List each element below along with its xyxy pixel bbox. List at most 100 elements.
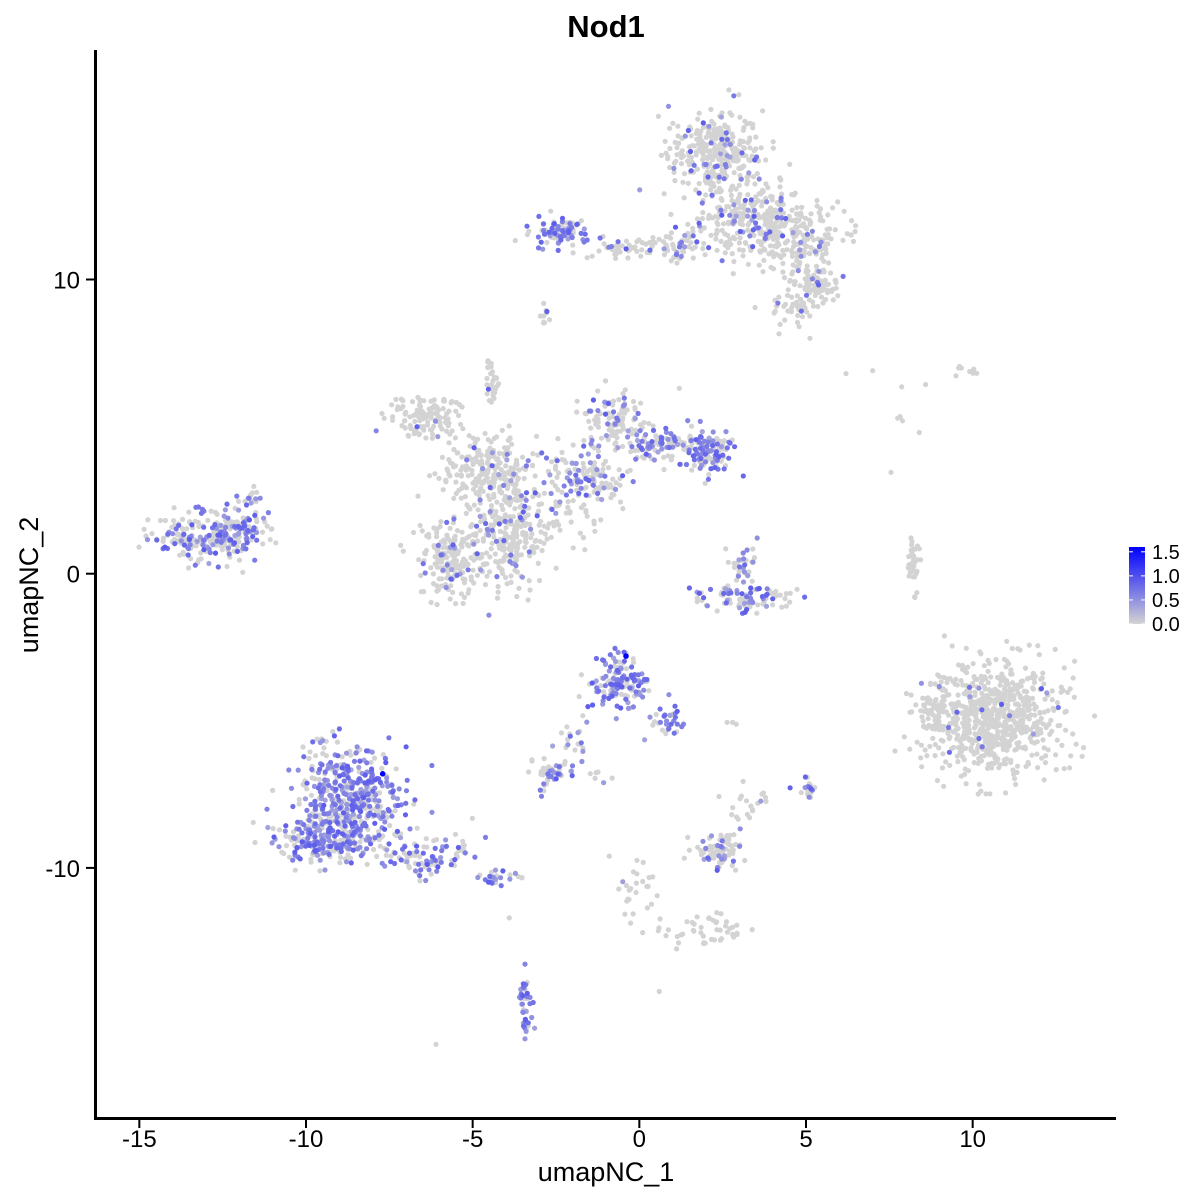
cell-point xyxy=(733,577,740,583)
cell-point xyxy=(469,815,475,821)
cell-point xyxy=(292,867,298,873)
cell-point xyxy=(484,475,490,481)
cell-point xyxy=(1026,642,1032,648)
cell-point xyxy=(201,547,207,553)
cell-point xyxy=(585,451,591,457)
cell-point xyxy=(355,826,361,832)
cell-point xyxy=(548,534,554,540)
cell-point xyxy=(486,480,492,486)
cell-point xyxy=(435,434,441,440)
cell-point xyxy=(735,573,742,579)
cell-point xyxy=(955,732,961,738)
cell-point xyxy=(903,690,910,697)
cell-point xyxy=(349,832,356,838)
cell-point xyxy=(1044,690,1050,696)
cell-point xyxy=(756,585,762,592)
cell-point xyxy=(736,557,742,563)
cell-point xyxy=(443,837,449,843)
cell-point xyxy=(612,421,618,427)
cell-point xyxy=(940,751,946,757)
cell-point xyxy=(145,517,151,523)
cell-point xyxy=(998,701,1005,708)
cell-point xyxy=(721,590,727,597)
cell-point xyxy=(731,832,737,838)
cell-point xyxy=(818,287,824,293)
cell-point xyxy=(586,477,592,484)
cell-point xyxy=(613,480,619,486)
cell-point xyxy=(485,493,491,499)
cell-point xyxy=(597,235,603,241)
cell-point xyxy=(441,538,447,544)
cell-point xyxy=(249,490,256,496)
cell-point xyxy=(753,194,759,200)
cell-point xyxy=(712,464,718,471)
cell-point xyxy=(394,407,400,413)
cell-point xyxy=(751,148,757,154)
cell-point xyxy=(447,525,453,531)
cell-point xyxy=(1059,742,1065,749)
cell-point xyxy=(390,414,396,420)
cell-point xyxy=(386,735,392,741)
cell-point xyxy=(379,860,385,866)
cell-point xyxy=(665,153,671,160)
cell-point xyxy=(602,661,609,668)
cell-point xyxy=(911,546,917,553)
cell-point xyxy=(634,857,640,863)
cell-point xyxy=(945,712,952,718)
cell-point xyxy=(899,418,906,424)
cell-point xyxy=(750,808,756,814)
y-tick-label: 0 xyxy=(67,562,80,589)
cell-point xyxy=(724,137,731,143)
cell-point xyxy=(496,521,502,527)
cell-point xyxy=(936,745,942,751)
cell-point xyxy=(995,733,1001,739)
cell-point xyxy=(777,184,783,190)
cell-point xyxy=(816,243,823,249)
cell-point xyxy=(460,600,466,607)
cell-point xyxy=(987,791,993,797)
cell-point xyxy=(718,911,724,917)
cell-point xyxy=(668,211,674,217)
colorbar-ticks: 0.00.51.01.5 xyxy=(1129,542,1180,636)
cell-point xyxy=(326,810,332,817)
cell-point xyxy=(350,807,356,813)
cell-point xyxy=(484,460,491,466)
cell-point xyxy=(607,652,613,658)
cell-point xyxy=(500,506,506,513)
cell-point xyxy=(508,579,514,586)
cell-point xyxy=(1022,665,1029,671)
cell-point xyxy=(443,477,449,483)
cell-point xyxy=(814,203,820,209)
cell-point xyxy=(723,429,729,435)
cell-point xyxy=(787,161,793,167)
cell-point xyxy=(830,297,836,303)
cell-point xyxy=(798,239,804,245)
cell-point xyxy=(818,294,825,300)
cell-point xyxy=(746,137,753,143)
cell-point xyxy=(356,813,362,820)
cell-point xyxy=(296,826,302,832)
cell-point xyxy=(748,197,754,203)
cell-point xyxy=(1070,731,1076,737)
cell-point xyxy=(694,599,700,605)
cell-point xyxy=(565,742,571,748)
cell-point xyxy=(740,127,747,133)
cell-point xyxy=(719,856,725,862)
cell-point xyxy=(676,385,682,391)
cell-point xyxy=(493,538,500,544)
cell-point xyxy=(606,484,612,490)
cell-point xyxy=(441,396,447,402)
cell-point xyxy=(775,234,781,240)
cell-point xyxy=(594,467,600,473)
cell-point xyxy=(916,429,922,436)
cell-point xyxy=(472,440,478,446)
cell-point xyxy=(599,480,605,486)
cell-point xyxy=(774,244,780,250)
cell-point xyxy=(772,207,779,213)
cell-point xyxy=(243,502,250,508)
cell-point xyxy=(647,714,653,720)
cell-point xyxy=(559,449,565,455)
y-tick-label: -10 xyxy=(45,856,80,883)
cell-point xyxy=(276,827,282,833)
cell-point xyxy=(672,438,678,444)
